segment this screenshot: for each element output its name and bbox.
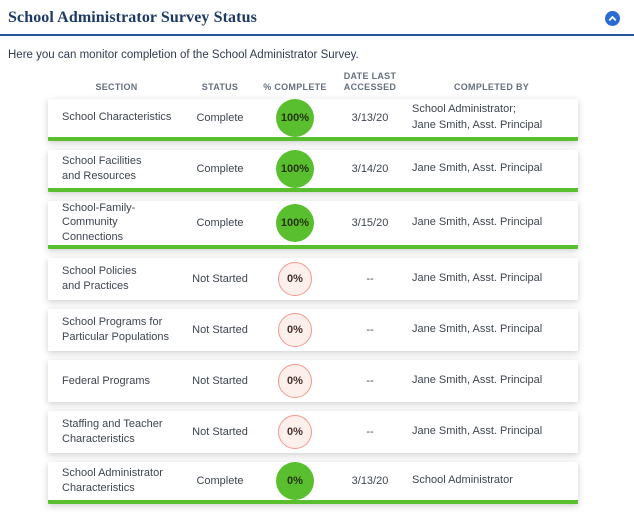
survey-status-table: School Characteristics Complete 100% 3/1…: [48, 98, 578, 505]
table-row: Staffing and Teacher Characteristics Not…: [48, 411, 578, 454]
completed-by-text: School Administrator; Jane Smith, Asst. …: [412, 103, 543, 131]
description-text: Here you can monitor completion of the S…: [8, 49, 359, 61]
status-text: Not Started: [192, 426, 248, 439]
date-last-accessed: 3/13/20: [351, 111, 389, 124]
table-row: School-Family-Community Connections Comp…: [48, 200, 578, 250]
date-last-accessed: --: [366, 324, 374, 337]
panel-header: School Administrator Survey Status: [0, 0, 634, 36]
status-text: Complete: [196, 162, 244, 175]
collapse-button[interactable]: [605, 10, 620, 26]
status-text: Not Started: [192, 375, 248, 388]
table-row: School Policies and Practices Not Starte…: [48, 258, 578, 301]
completed-by-text: Jane Smith, Asst. Principal: [412, 272, 543, 285]
date-last-accessed: --: [366, 426, 374, 439]
table-row: School Administrator Characteristics Com…: [48, 462, 578, 505]
column-header-section: SECTION: [95, 82, 138, 93]
section-name: School Facilities and Resources: [62, 154, 142, 182]
completed-by-text: Jane Smith, Asst. Principal: [412, 323, 543, 336]
date-last-accessed: 3/14/20: [351, 162, 389, 175]
percent-badge: 0%: [278, 415, 312, 450]
table-row: School Characteristics Complete 100% 3/1…: [48, 98, 578, 141]
percent-badge: 0%: [278, 262, 312, 297]
status-text: Complete: [196, 216, 244, 229]
column-header-status: STATUS: [201, 82, 239, 93]
column-header-percent-complete: % COMPLETE: [263, 82, 327, 93]
chevron-up-icon: [608, 14, 617, 23]
column-header-completed-by: COMPLETED BY: [453, 82, 530, 93]
percent-badge: 100%: [276, 203, 314, 242]
section-name: Federal Programs: [62, 374, 151, 387]
section-name: School Policies and Practices: [62, 265, 137, 293]
status-text: Complete: [196, 475, 244, 488]
status-text: Not Started: [192, 273, 248, 286]
percent-badge: 0%: [278, 313, 312, 348]
completed-by-text: School Administrator: [412, 474, 513, 487]
percent-badge: 100%: [276, 98, 314, 137]
status-text: Not Started: [192, 324, 248, 337]
percent-badge: 0%: [276, 462, 314, 501]
section-name: School Characteristics: [62, 111, 172, 124]
section-name: School Administrator Characteristics: [62, 467, 163, 495]
column-header-date-last-accessed: DATE LAST ACCESSED: [343, 71, 397, 93]
completed-by-text: Jane Smith, Asst. Principal: [412, 161, 543, 174]
completed-by-text: Jane Smith, Asst. Principal: [412, 374, 543, 387]
date-last-accessed: 3/13/20: [351, 475, 389, 488]
table-row: School Programs for Particular Populatio…: [48, 309, 578, 352]
date-last-accessed: --: [366, 273, 374, 286]
section-name: Staffing and Teacher Characteristics: [62, 418, 163, 446]
table-row: School Facilities and Resources Complete…: [48, 149, 578, 192]
percent-badge: 100%: [276, 149, 314, 188]
date-last-accessed: 3/15/20: [351, 216, 389, 229]
section-name: School Programs for Particular Populatio…: [62, 316, 170, 344]
table-header-row: SECTION STATUS % COMPLETE DATE LAST ACCE…: [48, 71, 578, 99]
table-row: Federal Programs Not Started 0% -- Jane …: [48, 360, 578, 403]
section-name: School-Family-Community Connections: [62, 201, 136, 244]
panel-title: School Administrator Survey Status: [8, 9, 257, 26]
percent-badge: 0%: [278, 364, 312, 399]
date-last-accessed: --: [366, 375, 374, 388]
completed-by-text: Jane Smith, Asst. Principal: [412, 216, 543, 229]
status-text: Complete: [196, 111, 244, 124]
completed-by-text: Jane Smith, Asst. Principal: [412, 425, 543, 438]
